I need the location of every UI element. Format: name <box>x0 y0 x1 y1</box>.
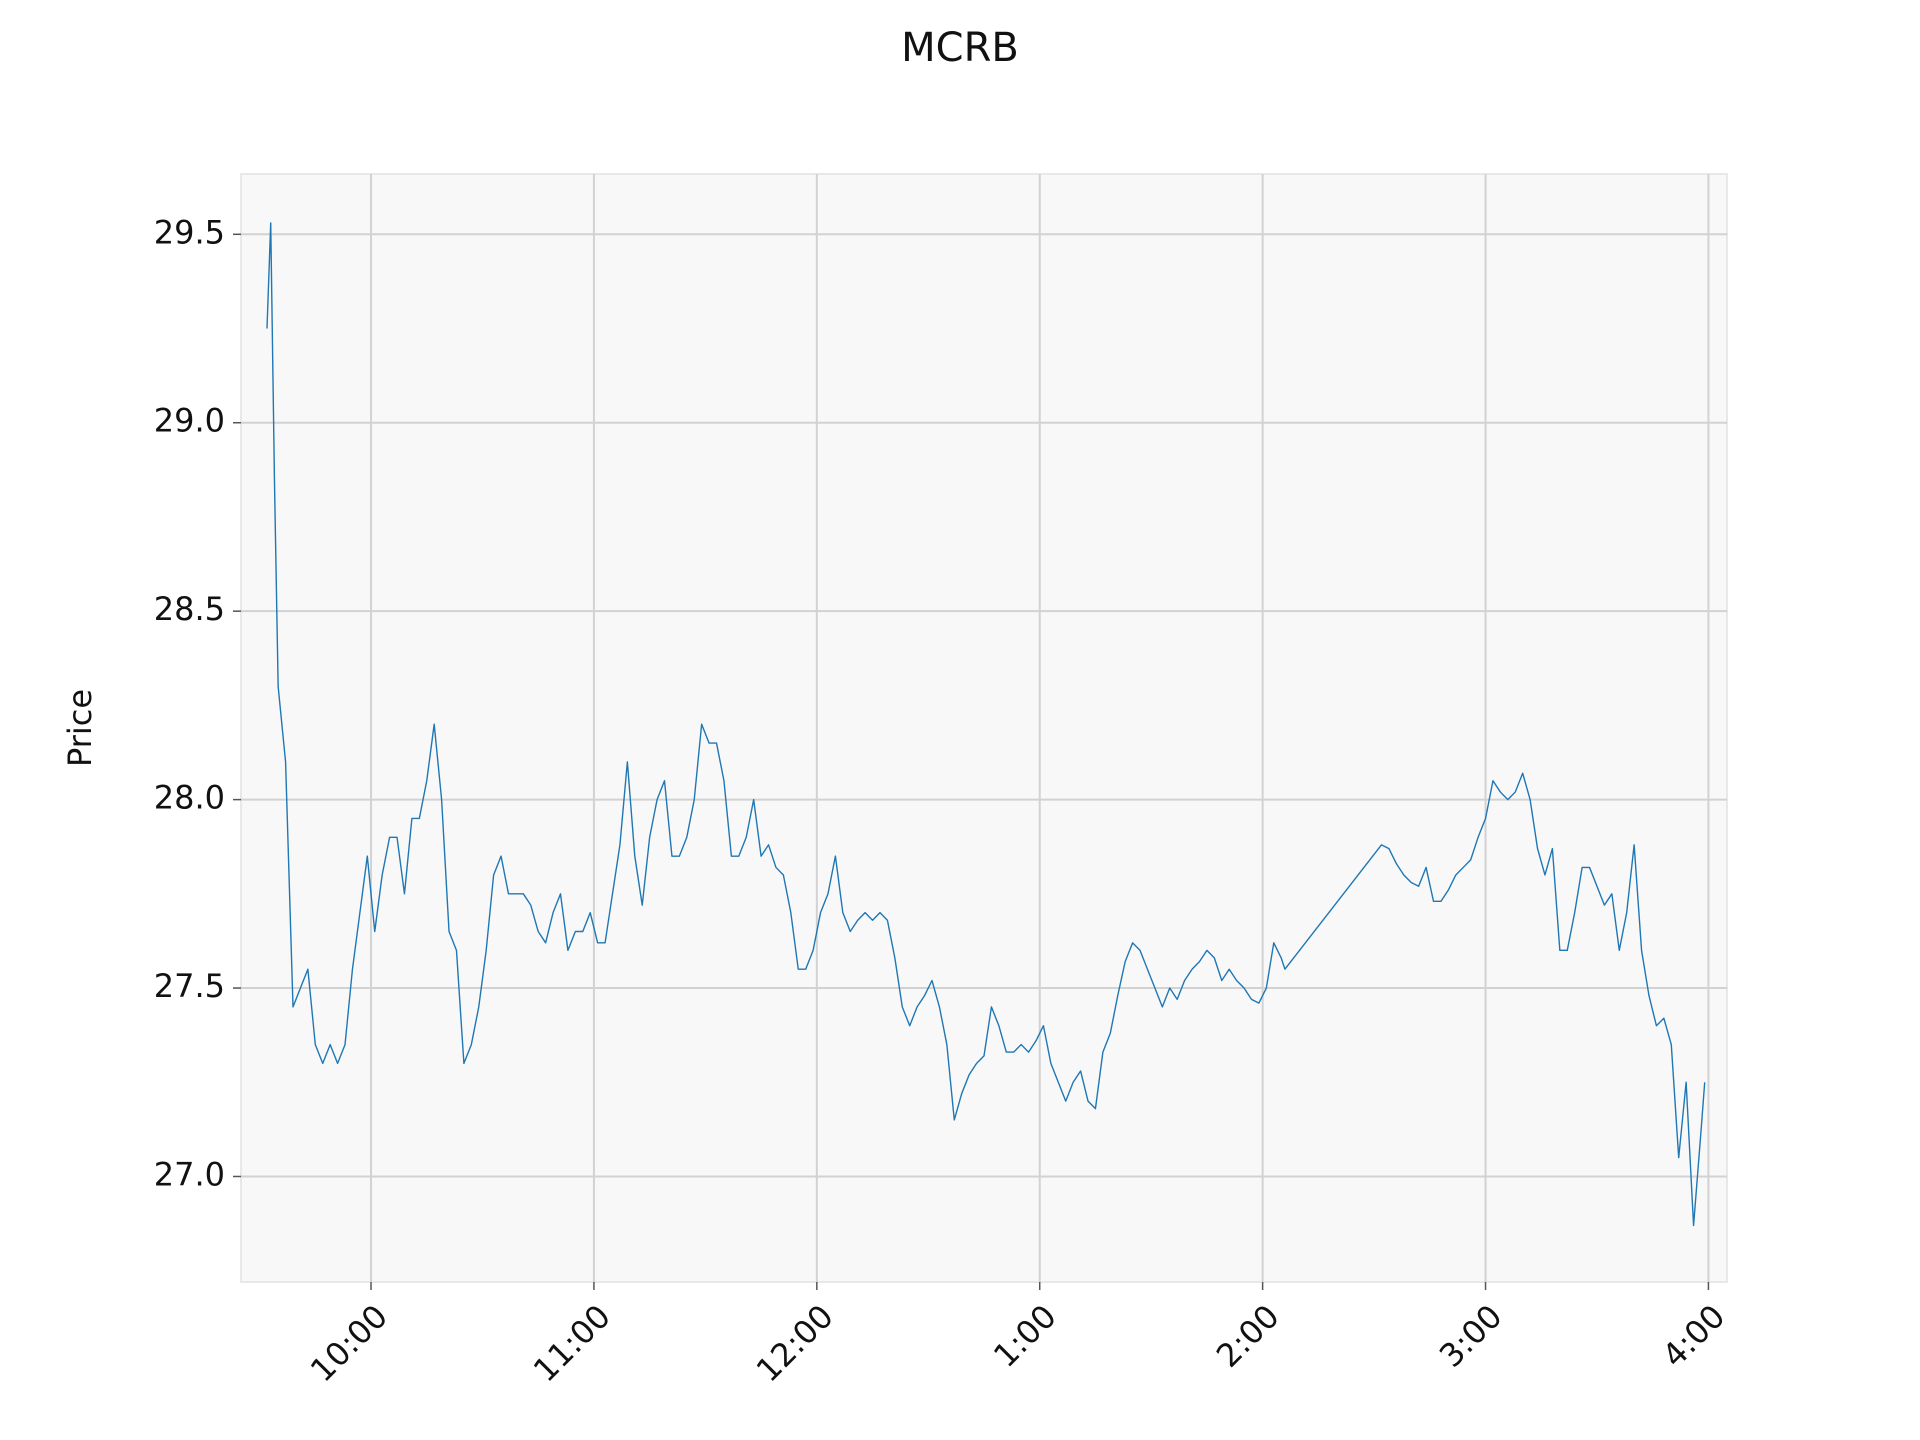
x-tick-label: 10:00 <box>303 1297 395 1389</box>
y-tick-label: 27.5 <box>154 967 225 1005</box>
y-tick-label: 27.0 <box>154 1155 225 1193</box>
price-line <box>266 222 1706 1227</box>
x-tick-label: 12:00 <box>749 1297 841 1389</box>
x-tick-label: 3:00 <box>1432 1297 1510 1375</box>
chart-title: MCRB <box>901 25 1019 71</box>
plot-background <box>240 173 1728 1283</box>
y-tick-label: 29.5 <box>154 213 225 251</box>
x-tick-label: 4:00 <box>1655 1297 1733 1375</box>
x-tick-label: 11:00 <box>526 1297 618 1389</box>
y-axis-label: Price <box>61 689 99 767</box>
y-tick-label: 29.0 <box>154 402 225 440</box>
x-tick-label: 2:00 <box>1209 1297 1287 1375</box>
y-tick-label: 28.0 <box>154 779 225 817</box>
y-tick-label: 28.5 <box>154 590 225 628</box>
x-tick-label: 1:00 <box>986 1297 1064 1375</box>
